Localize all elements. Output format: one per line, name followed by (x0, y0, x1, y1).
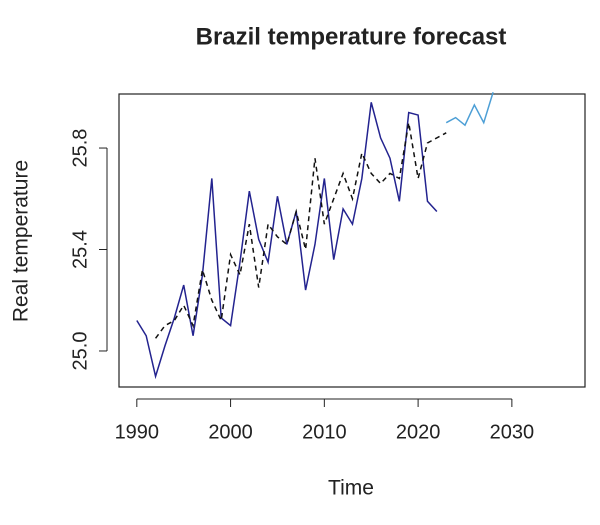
series-line (445, 92, 494, 127)
x-tick-label: 2000 (208, 421, 253, 443)
x-tick-label: 2010 (302, 421, 347, 443)
y-tick-label: 25.8 (69, 129, 91, 168)
plot-frame (118, 93, 586, 388)
series-line (154, 122, 447, 339)
y-axis-label: Real temperature (10, 160, 33, 322)
x-tick-label: 2020 (396, 421, 441, 443)
chart-title: Brazil temperature forecast (196, 23, 507, 50)
x-tick-label: 1990 (115, 421, 160, 443)
y-tick-label: 25.0 (69, 332, 91, 371)
series-line (136, 102, 438, 380)
x-tick-label: 2030 (490, 421, 535, 443)
y-tick-label: 25.4 (69, 230, 91, 269)
x-axis-label: Time (328, 477, 374, 500)
